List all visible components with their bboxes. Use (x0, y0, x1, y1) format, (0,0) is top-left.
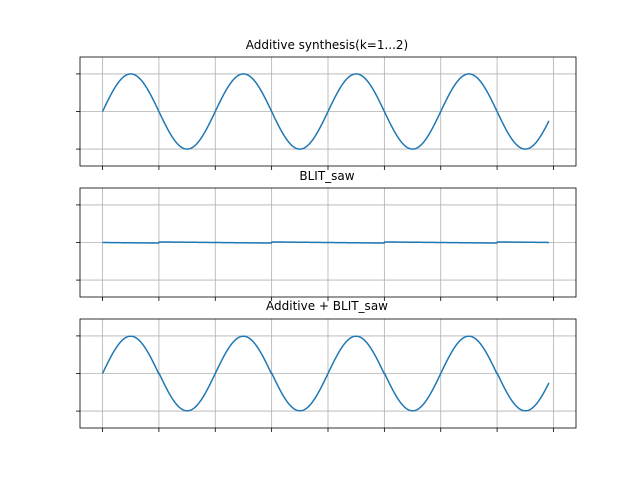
subplot-title: Additive synthesis(k=1...2) (246, 38, 408, 52)
series-line (101, 73, 550, 150)
series-line-path (102, 241, 550, 244)
ticks (76, 204, 554, 301)
axes-frame (79, 187, 577, 298)
ticks (76, 73, 554, 170)
series-line (102, 241, 550, 244)
axes-frame (79, 318, 577, 429)
subplot-additive-plus-blit-saw: Additive + BLIT_saw (76, 299, 577, 432)
axes-frame (79, 56, 577, 167)
series-line-path (101, 73, 550, 150)
subplot-title: Additive + BLIT_saw (266, 299, 388, 313)
series-line-path (101, 335, 550, 412)
ticks (76, 335, 554, 432)
subplot-title: BLIT_saw (299, 169, 354, 183)
subplot-additive-synthesis: Additive synthesis(k=1...2) (76, 38, 577, 170)
subplot-blit-saw: BLIT_saw (76, 169, 577, 301)
series-line (101, 335, 550, 412)
